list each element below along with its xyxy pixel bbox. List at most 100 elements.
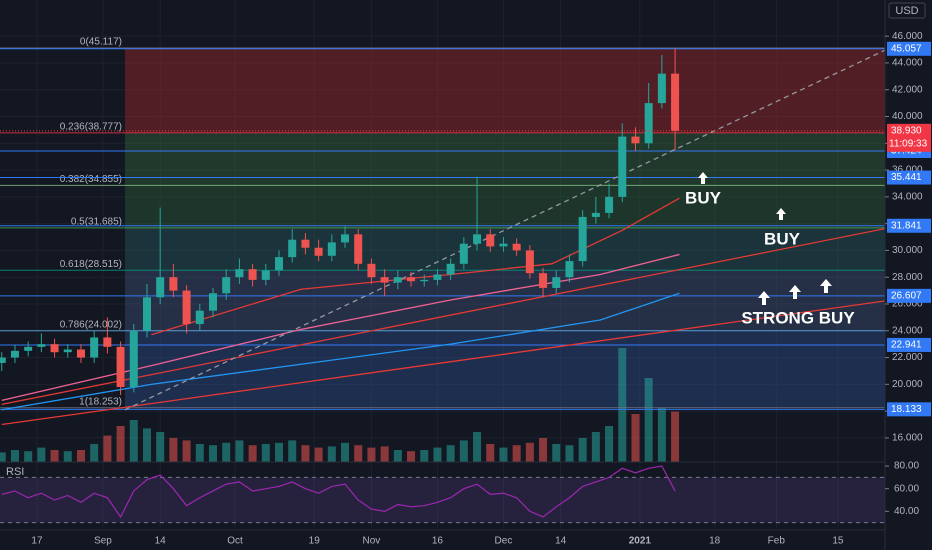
indicator-label: RSI [6, 466, 24, 478]
currency-label: USD [895, 5, 918, 17]
volume-bar [261, 444, 270, 462]
volume-bar [129, 420, 138, 462]
volume-bar [473, 432, 482, 462]
arrow [789, 285, 801, 299]
y-tick-label: 22.000 [892, 352, 923, 363]
rsi-line [1, 465, 676, 519]
candle-body [354, 234, 363, 264]
x-tick-label: Nov [363, 536, 381, 547]
candle-body [499, 243, 508, 247]
moving-average [1, 253, 680, 402]
price-box-label: 31.841 [891, 220, 922, 231]
volume-bar [248, 445, 257, 462]
y-tick-label: 46.000 [892, 31, 923, 42]
candle-body [420, 279, 429, 282]
candle-body [631, 136, 640, 144]
price-box [887, 337, 931, 352]
y-tick-label: 24.000 [892, 325, 923, 336]
rsi-tick-label: 80.00 [894, 461, 919, 472]
candle-body [301, 239, 310, 248]
arrow [698, 172, 708, 184]
candle-body [142, 297, 151, 331]
volume-bar [222, 442, 231, 462]
candle-body [367, 263, 376, 278]
y-tick-label: 34.000 [892, 191, 923, 202]
candle-body [657, 73, 666, 104]
candle-body [10, 350, 19, 358]
candle-body [63, 349, 72, 353]
arrow [776, 208, 786, 220]
candle-body [314, 247, 323, 256]
volume-bar [552, 444, 561, 462]
volume-bar [156, 432, 165, 462]
volume-bar [275, 442, 284, 462]
volume-bar [182, 440, 191, 462]
volume-bar [486, 444, 495, 462]
y-tick-label: 30.000 [892, 245, 923, 256]
trendline [1, 218, 931, 406]
volume-bar [235, 440, 244, 462]
volume-bar [618, 348, 627, 462]
volume-bar [208, 445, 217, 462]
candle-body [103, 337, 112, 347]
arrow [758, 291, 770, 305]
price-box [887, 170, 931, 185]
volume-bar [644, 378, 653, 462]
x-tick-label: 15 [832, 536, 844, 547]
candle-body [182, 290, 191, 325]
x-tick-label: 16 [432, 536, 444, 547]
trendline [1, 293, 931, 426]
candle-body [565, 261, 574, 278]
volume-bar [591, 432, 600, 462]
currency-box [888, 2, 926, 19]
volume-bar [142, 428, 151, 462]
volume-bar [76, 450, 85, 462]
last-price-box [887, 123, 931, 152]
fib-label: 0.236(38.777) [60, 122, 122, 133]
rsi-tick-label: 60.00 [894, 483, 919, 494]
rsi-tick-label: 40.00 [894, 506, 919, 517]
volume-bar [499, 447, 508, 462]
moving-average [1, 292, 680, 411]
fib-zone [124, 185, 885, 228]
annotation: BUY [685, 188, 722, 207]
candle-body [486, 234, 495, 247]
x-tick-label: 14 [555, 536, 567, 547]
candle-body [0, 357, 6, 363]
y-tick-label: 36.000 [892, 165, 923, 176]
fib-zone [124, 330, 885, 408]
volume-bar [90, 444, 99, 462]
y-tick-label: 44.000 [892, 58, 923, 69]
x-tick-label: 18 [709, 536, 721, 547]
volume-bar [354, 445, 363, 462]
candle-body [459, 243, 468, 264]
candle-body [288, 239, 297, 258]
annotation: BUY [764, 229, 801, 248]
candle-body [261, 270, 270, 280]
volume-bar [24, 451, 33, 462]
candle-body [235, 269, 244, 278]
candle-body [222, 277, 231, 294]
candle-body [512, 243, 521, 251]
price-box-label: 18.133 [891, 404, 922, 415]
x-tick-label: 14 [155, 536, 167, 547]
volume-bar [420, 450, 429, 462]
volume-bar [605, 426, 614, 462]
candle-body [591, 212, 600, 217]
price-box [887, 41, 931, 56]
candle-body [539, 273, 548, 288]
volume-bar [367, 447, 376, 462]
price-box [887, 402, 931, 417]
candle-body [407, 277, 416, 282]
volume-bar [288, 440, 297, 462]
candle-body [24, 346, 33, 351]
candle-body [169, 277, 178, 291]
volume-bar [195, 444, 204, 462]
candle-body [341, 234, 350, 243]
candle-body [327, 242, 336, 256]
x-tick-label: 2021 [629, 536, 652, 547]
y-tick-label: 26.000 [892, 299, 923, 310]
y-tick-label: 42.000 [892, 84, 923, 95]
